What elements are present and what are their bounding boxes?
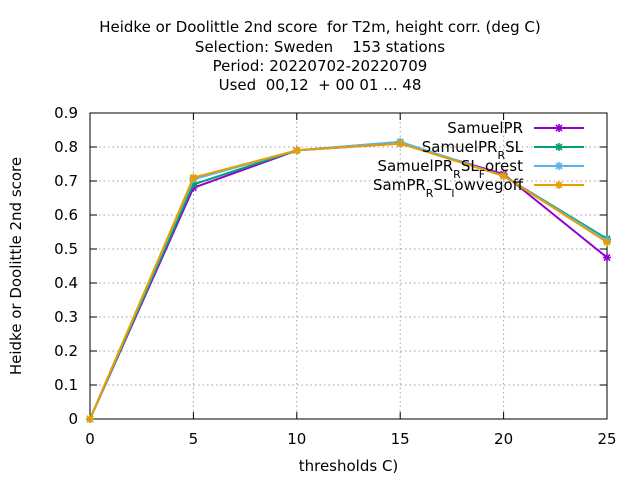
axis-ticks: 0 0.1 0.2 0.3 0.4 0.5 0.6 0.7 0.8 0.9 0 5 10 15 20 25: [54, 104, 616, 448]
legend-entry: SamuelPRRSLForest: [377, 157, 584, 181]
y-tick-label: 0.4: [54, 274, 78, 292]
title-line-2: Selection: Sweden 153 stations: [194, 38, 446, 56]
x-tick-label: 25: [597, 430, 616, 448]
y-tick-label: 0: [68, 410, 78, 428]
data-point: [86, 415, 94, 423]
y-tick-label: 0.9: [54, 104, 78, 122]
legend-entry: SamPRRSLlowvegoff: [373, 176, 584, 200]
legend-marker: [555, 124, 563, 132]
legend-marker: [555, 181, 563, 189]
legend-marker: [555, 162, 563, 170]
series-line: [89, 140, 608, 420]
data-point: [499, 171, 508, 180]
x-tick-label: 0: [85, 430, 95, 448]
data-point: [396, 139, 405, 148]
data-point: [603, 253, 611, 262]
legend-entry: SamuelPR: [447, 119, 584, 137]
series-line: [89, 142, 608, 420]
x-tick-label: 15: [391, 430, 410, 448]
legend-entry: SamuelPRRSL: [422, 138, 584, 162]
legend-label: SamuelPRRSL: [422, 138, 524, 162]
title-line-1: Heidke or Doolittle 2nd score for T2m, h…: [99, 18, 541, 36]
plot-frame: [89, 112, 608, 420]
series-lines: [86, 137, 611, 423]
y-tick-label: 0.3: [54, 308, 78, 326]
y-tick-label: 0.8: [54, 138, 78, 156]
series-4: [86, 139, 611, 423]
data-point: [189, 180, 198, 189]
grid: [89, 112, 608, 420]
x-tick-label: 10: [287, 430, 306, 448]
title-line-4: Used 00,12 + 00 01 ... 48: [218, 76, 422, 94]
title-line-3: Period: 20220702-20220709: [212, 57, 428, 75]
series-line: [89, 140, 608, 420]
data-point: [292, 146, 301, 155]
x-tick-label: 5: [189, 430, 199, 448]
y-tick-label: 0.2: [54, 342, 78, 360]
series-1: [86, 139, 611, 423]
y-tick-label: 0.1: [54, 376, 78, 394]
series-line: [89, 142, 608, 420]
x-tick-label: 20: [494, 430, 513, 448]
y-axis-label: Heidke or Doolittle 2nd score: [7, 157, 25, 375]
legend-marker: [555, 143, 563, 151]
legend-label: SamPRRSLlowvegoff: [373, 176, 524, 200]
legend-label: SamuelPR: [447, 119, 523, 137]
x-axis-label: thresholds C): [299, 457, 399, 475]
legend-label: SamuelPRRSLForest: [377, 157, 523, 181]
y-tick-label: 0.5: [54, 240, 78, 258]
y-tick-label: 0.6: [54, 206, 78, 224]
y-tick-label: 0.7: [54, 172, 78, 190]
data-point: [603, 238, 611, 247]
legend: SamuelPRSamuelPRRSLSamuelPRRSLForestSamP…: [373, 119, 584, 200]
data-point: [189, 173, 198, 182]
